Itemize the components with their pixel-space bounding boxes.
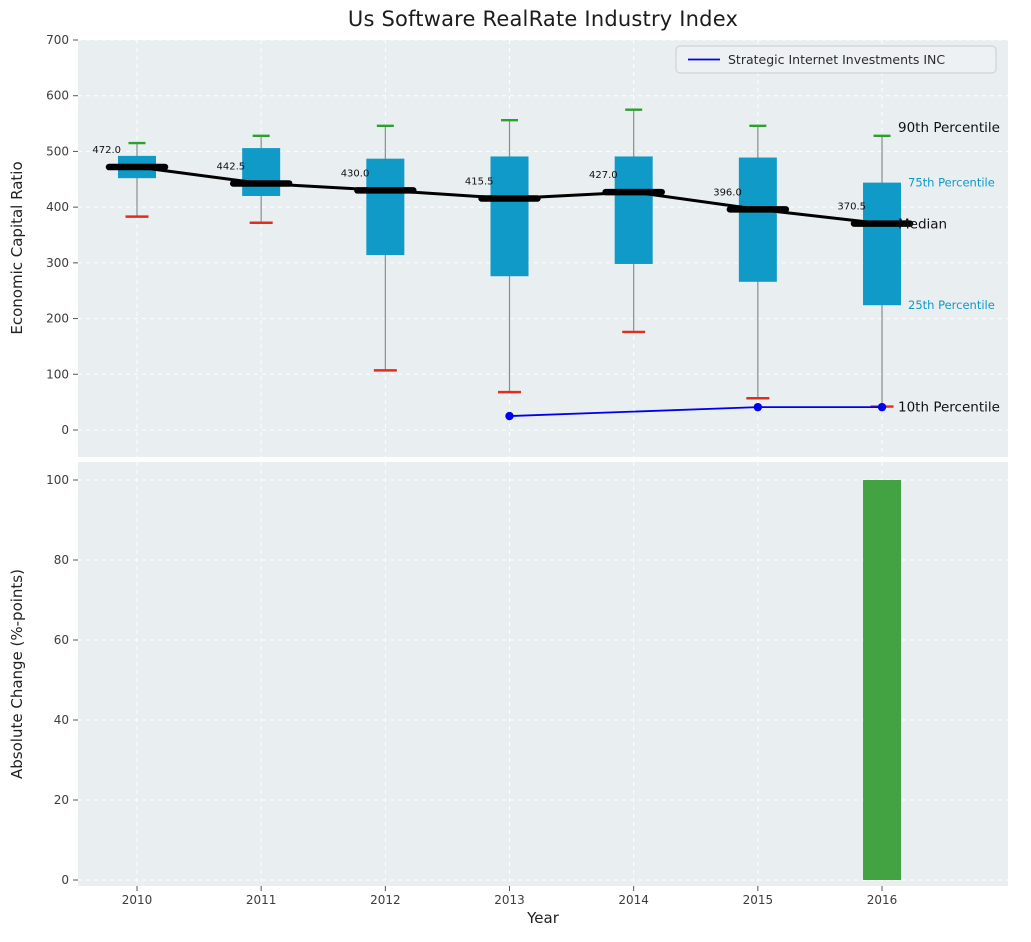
svg-text:300: 300 [46,256,69,270]
company-point-2013 [505,411,514,421]
legend-box [675,45,997,74]
box-2016 [863,134,902,408]
svg-text:500: 500 [46,144,69,158]
svg-text:2010: 2010 [122,893,153,907]
iqr-box-2014 [614,156,653,264]
svg-text:2014: 2014 [618,893,649,907]
svg-text:2012: 2012 [370,893,401,907]
svg-text:20: 20 [54,793,69,807]
company-line [505,402,887,421]
median-value-label-2010: 472.0 [92,145,121,156]
svg-text:600: 600 [46,89,69,103]
box-2012 [366,124,405,372]
median-value-label-2015: 396.0 [713,187,742,198]
svg-text:80: 80 [54,553,69,567]
median-value-label-2011: 442.5 [217,161,246,172]
annotation-p10: 10th Percentile [898,400,1000,416]
box-2015 [738,124,777,400]
box-2014 [614,108,653,334]
chart-title: Us Software RealRate Industry Index [347,7,739,31]
svg-text:0: 0 [61,423,69,437]
box-2011 [242,134,281,224]
svg-text:0: 0 [61,873,69,887]
svg-text:40: 40 [54,713,69,727]
median-value-label-2013: 415.5 [465,177,494,188]
svg-text:2011: 2011 [246,893,277,907]
svg-text:400: 400 [46,200,69,214]
median-value-label-2012: 430.0 [341,168,370,179]
svg-text:700: 700 [46,33,69,47]
company-point-2016 [877,402,887,412]
annotation-p25: 25th Percentile [908,298,995,312]
svg-text:2015: 2015 [743,893,774,907]
svg-text:200: 200 [46,312,69,326]
axis-ticks: 0 100 200 300 400 500 600 700 0 20 40 60 80 100 2010 20… [46,33,897,907]
change-bar-2016 [863,480,902,880]
annotation-p90: 90th Percentile [898,120,1000,136]
svg-text:100: 100 [46,473,69,487]
annotation-median: Median [898,217,947,233]
top-ylabel: Economic Capital Ratio [8,161,26,334]
median-value-label-2014: 427.0 [589,170,618,181]
median-value-label-2016: 370.5 [837,202,866,213]
iqr-box-2015 [738,157,777,282]
iqr-box-2016 [863,182,902,306]
top-panel-bg [78,40,1008,457]
svg-text:100: 100 [46,367,69,381]
box-2013 [490,119,529,394]
iqr-box-2013 [490,156,529,277]
iqr-box-2011 [242,148,281,196]
svg-text:60: 60 [54,633,69,647]
xlabel: Year [526,909,560,927]
company-point-2015 [753,402,763,412]
bottom-ylabel: Absolute Change (%-points) [8,569,26,779]
legend: Strategic Internet Investments INC [675,45,997,74]
iqr-box-2012 [366,158,405,256]
bottom-panel-bg [78,462,1008,886]
svg-text:2013: 2013 [494,893,525,907]
svg-text:2016: 2016 [867,893,898,907]
legend-label: Strategic Internet Investments INC [728,52,945,67]
annotation-p75: 75th Percentile [908,176,995,190]
